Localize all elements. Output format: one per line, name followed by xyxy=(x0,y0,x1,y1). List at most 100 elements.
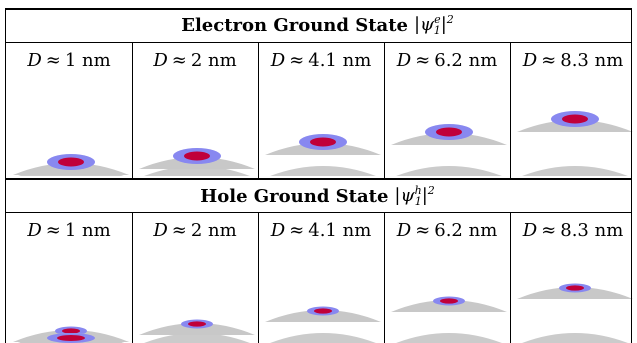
lower-density-inner xyxy=(57,335,85,341)
electron-psi: |ψ xyxy=(413,13,435,35)
column-divider xyxy=(132,212,133,343)
electron-col-label-2: D ≈2 nm xyxy=(132,44,258,76)
density-inner xyxy=(562,114,588,124)
h-panel-4 xyxy=(391,296,507,343)
col-value: 1 nm xyxy=(64,219,111,241)
density-inner xyxy=(310,137,336,147)
col-var: D xyxy=(396,219,412,241)
column-divider xyxy=(132,42,133,178)
hole-sup: h xyxy=(414,183,422,197)
electron-abs-close: | xyxy=(440,13,447,35)
col-value: 6.2 nm xyxy=(434,219,498,241)
hole-col-label-2: D ≈2 nm xyxy=(132,214,258,246)
col-approx: ≈ xyxy=(289,219,305,241)
wetting-layer xyxy=(396,333,502,343)
hole-psi: |ψ xyxy=(394,184,415,206)
electron-col-label-3: D ≈4.1 nm xyxy=(258,44,384,76)
density-inner xyxy=(566,285,584,291)
col-approx: ≈ xyxy=(541,49,557,71)
hole-title-rule xyxy=(5,212,632,213)
column-divider xyxy=(510,42,511,178)
wetting-layer xyxy=(522,333,628,343)
left-border xyxy=(5,8,6,343)
col-value: 1 nm xyxy=(64,49,111,71)
column-divider xyxy=(384,212,385,343)
hole-title-math: |ψh1|2 xyxy=(394,184,434,209)
electron-sup: e xyxy=(434,12,441,26)
col-approx: ≈ xyxy=(171,219,187,241)
wetting-layer xyxy=(270,166,376,176)
density-inner xyxy=(188,321,206,327)
col-value: 4.1 nm xyxy=(308,49,372,71)
e-panel-3 xyxy=(265,134,381,176)
electron-title-rule xyxy=(5,42,632,43)
col-approx: ≈ xyxy=(415,219,431,241)
density-inner xyxy=(58,157,84,167)
col-var: D xyxy=(522,49,538,71)
col-var: D xyxy=(270,219,286,241)
e-panel-1 xyxy=(13,154,129,176)
right-border xyxy=(631,8,632,343)
top-rule xyxy=(5,8,632,10)
hole-title-text: Hole Ground State xyxy=(200,185,389,207)
col-approx: ≈ xyxy=(45,49,61,71)
column-divider xyxy=(258,212,259,343)
col-value: 8.3 nm xyxy=(560,49,624,71)
hole-row-title: Hole Ground State |ψh1|2 xyxy=(6,179,629,213)
hole-col-label-4: D ≈6.2 nm xyxy=(384,214,510,246)
h-panel-5 xyxy=(517,283,633,343)
hole-sub: 1 xyxy=(414,195,422,209)
col-approx: ≈ xyxy=(541,219,557,241)
col-var: D xyxy=(27,49,42,71)
electron-col-label-5: D ≈8.3 nm xyxy=(510,44,636,76)
e-panel-5 xyxy=(517,111,633,176)
density-inner xyxy=(440,298,458,304)
hole-abs-close: | xyxy=(421,184,428,206)
density-inner xyxy=(314,308,332,314)
density-inner xyxy=(62,328,80,334)
quantum-dot xyxy=(517,287,633,299)
density-inner xyxy=(436,127,462,137)
electron-col-label-1: D ≈1 nm xyxy=(6,44,132,76)
electron-row-title: Electron Ground State |ψe1|2 xyxy=(6,8,629,42)
col-value: 2 nm xyxy=(190,219,237,241)
wetting-layer xyxy=(270,333,376,343)
h-panel-1 xyxy=(13,326,129,343)
col-approx: ≈ xyxy=(415,49,431,71)
hole-pow: 2 xyxy=(427,183,435,197)
e-panel-2 xyxy=(139,148,255,176)
quantum-dot xyxy=(265,310,381,322)
e-panel-4 xyxy=(391,124,507,176)
hole-col-label-3: D ≈4.1 nm xyxy=(258,214,384,246)
col-value: 2 nm xyxy=(190,49,237,71)
col-approx: ≈ xyxy=(171,49,187,71)
column-divider xyxy=(384,42,385,178)
col-value: 4.1 nm xyxy=(308,219,372,241)
col-var: D xyxy=(153,49,168,71)
quantum-dot xyxy=(391,300,507,312)
h-panel-3 xyxy=(265,306,381,343)
col-var: D xyxy=(270,49,286,71)
wetting-layer xyxy=(522,166,628,176)
quantum-dot xyxy=(139,323,255,335)
electron-sub: 1 xyxy=(433,24,441,38)
col-value: 6.2 nm xyxy=(434,49,498,71)
column-divider xyxy=(510,212,511,343)
electron-title-math: |ψe1|2 xyxy=(414,13,454,38)
electron-pow: 2 xyxy=(446,12,454,26)
middle-rule xyxy=(5,178,632,180)
h-panel-2 xyxy=(139,319,255,343)
col-approx: ≈ xyxy=(45,219,61,241)
electron-col-label-4: D ≈6.2 nm xyxy=(384,44,510,76)
hole-col-label-1: D ≈1 nm xyxy=(6,214,132,246)
column-divider xyxy=(258,42,259,178)
col-approx: ≈ xyxy=(289,49,305,71)
electron-title-text: Electron Ground State xyxy=(181,14,408,36)
col-var: D xyxy=(27,219,42,241)
col-var: D xyxy=(153,219,168,241)
col-var: D xyxy=(396,49,412,71)
hole-col-label-5: D ≈8.3 nm xyxy=(510,214,636,246)
wetting-layer xyxy=(144,333,250,343)
col-var: D xyxy=(522,219,538,241)
